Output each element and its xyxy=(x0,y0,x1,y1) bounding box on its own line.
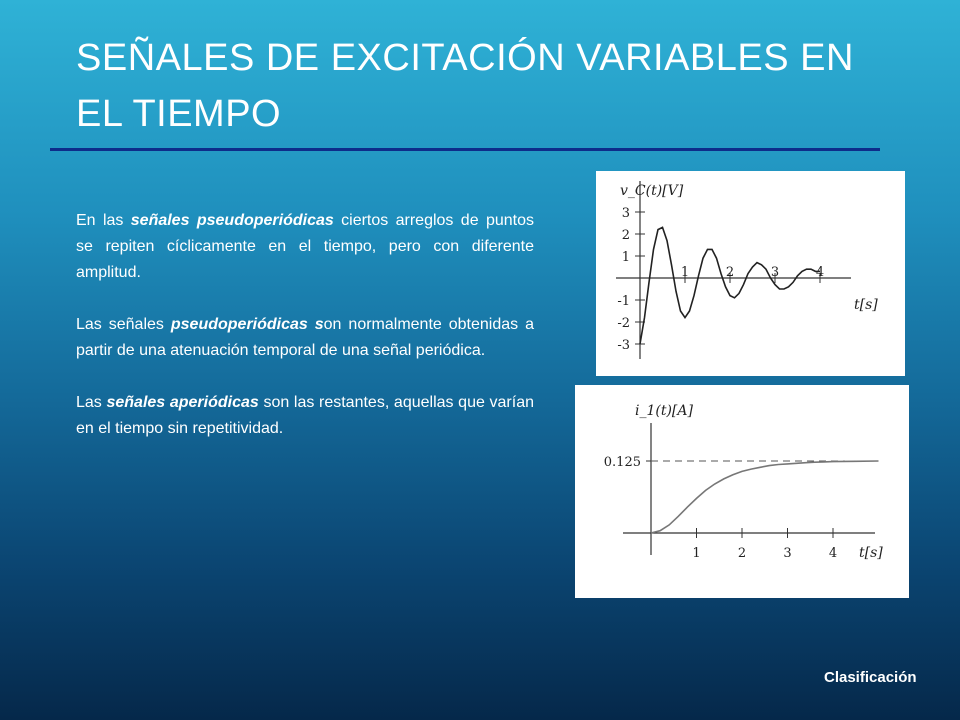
y-tick-label: 1 xyxy=(622,250,630,265)
aperiodic-chart-panel: 1 2 3 4 0.125 i_1(t)[A] t[s] xyxy=(575,385,909,598)
y-tick-label: -1 xyxy=(617,294,630,309)
y-tick-label: -2 xyxy=(617,316,630,331)
y-tick-label: -3 xyxy=(617,338,630,353)
series-line xyxy=(650,460,879,534)
slide-title: SEÑALES DE EXCITACIÓN VARIABLES EN EL TI… xyxy=(76,37,854,135)
x-tick-label: 2 xyxy=(738,546,746,561)
paragraph-pseudoperiodic-definition: En las señales pseudoperiódicas ciertos … xyxy=(76,208,534,286)
x-axis-label: t[s] xyxy=(859,545,883,561)
y-tick-label: 3 xyxy=(622,206,630,221)
paragraph-text: Las xyxy=(76,394,107,411)
paragraph-pseudoperiodic-origin: Las señales pseudoperiódicas son normalm… xyxy=(76,312,534,364)
x-tick-label: 3 xyxy=(783,546,791,561)
paragraph-emphasis: señales pseudoperiódicas xyxy=(130,212,334,229)
aperiodic-chart: 1 2 3 4 0.125 i_1(t)[A] t[s] xyxy=(604,403,883,561)
paragraph-text: En las xyxy=(76,212,131,229)
paragraph-emphasis: pseudoperiódicas s xyxy=(170,316,324,333)
pseudoperiodic-chart: 1 2 3 4 3 2 1 -1 -2 -3 v_C(t)[V] t[s] xyxy=(616,181,878,359)
body-text: En las señales pseudoperiódicas ciertos … xyxy=(76,208,534,468)
pseudoperiodic-chart-panel: 1 2 3 4 3 2 1 -1 -2 -3 v_C(t)[V] t[s] xyxy=(596,171,905,376)
paragraph-text: ciertos arreglos de puntos se repiten cí… xyxy=(76,212,534,281)
x-tick-label: 1 xyxy=(692,546,700,561)
paragraph-text: on normalmente obtenidas a partir de una… xyxy=(76,316,534,359)
title-underline xyxy=(50,148,880,151)
paragraph-text: son las restantes, aquellas que varían e… xyxy=(76,394,535,437)
paragraph-text: Las señales xyxy=(76,316,171,333)
footer-section-label: Clasificación xyxy=(824,669,917,686)
x-tick-label: 4 xyxy=(829,546,837,561)
y-tick-label: 2 xyxy=(622,228,630,243)
x-tick-label: 3 xyxy=(771,265,779,280)
y-axis-label: i_1(t)[A] xyxy=(635,403,694,419)
y-axis-label: v_C(t)[V] xyxy=(620,183,684,199)
x-axis-label: t[s] xyxy=(854,297,878,313)
y-tick-label: 0.125 xyxy=(604,455,641,470)
paragraph-aperiodic-definition: Las señales aperiódicas son las restante… xyxy=(76,390,534,442)
paragraph-emphasis: señales aperiódicas xyxy=(106,394,259,411)
x-tick-label: 2 xyxy=(726,265,734,280)
series-line xyxy=(639,226,820,345)
x-tick-label: 4 xyxy=(816,265,824,280)
x-tick-label: 1 xyxy=(681,265,689,280)
